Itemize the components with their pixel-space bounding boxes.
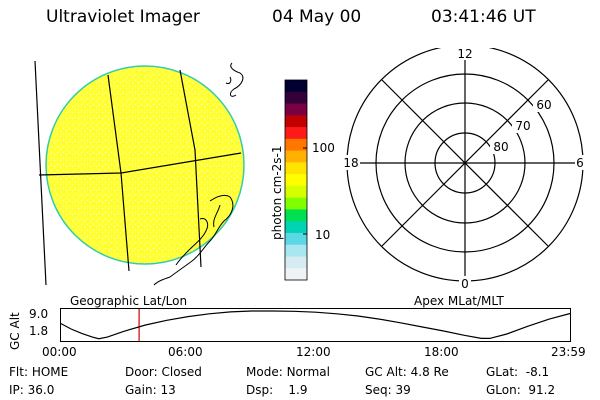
status-dsp-value: 1.9 bbox=[288, 383, 308, 397]
colorbar-swatch bbox=[285, 138, 307, 152]
geographic-image-panel bbox=[34, 60, 245, 286]
status-mode-value: Normal bbox=[286, 365, 330, 379]
status-seq-value: 39 bbox=[395, 383, 411, 397]
status-glon-key: GLon: bbox=[486, 383, 521, 397]
colorbar-swatch bbox=[285, 244, 307, 257]
earth-disc bbox=[45, 65, 245, 265]
status-glat: GLat: -8.1 bbox=[486, 365, 549, 379]
colorbar-swatch bbox=[285, 256, 307, 269]
altitude-xtick-2359: 23:59 bbox=[551, 345, 586, 359]
status-glat-value: -8.1 bbox=[525, 365, 550, 379]
altitude-xtick-0600: 06:00 bbox=[168, 345, 203, 359]
colorbar-frame bbox=[284, 79, 308, 281]
altitude-plot-frame bbox=[60, 308, 571, 342]
status-gc-alt-key: GC Alt: bbox=[365, 365, 407, 379]
status-door-key: Door: bbox=[125, 365, 158, 379]
geo-panel-label: Geographic Lat/Lon bbox=[70, 294, 188, 308]
polar-mlat-mlt-panel: 12 18 6 0 60 70 80 bbox=[342, 48, 585, 291]
status-ip-key: IP: bbox=[9, 383, 24, 397]
altitude-ytick-1-8: 1.8 bbox=[29, 324, 49, 338]
status-glon-value: 91.2 bbox=[528, 383, 556, 397]
colorbar-swatch bbox=[285, 268, 307, 281]
altitude-plot bbox=[60, 308, 571, 342]
colorbar-swatch bbox=[285, 103, 307, 116]
colorbar-swatch bbox=[285, 221, 307, 234]
status-dsp: Dsp: 1.9 bbox=[246, 383, 308, 397]
colorbar-unit-label: photon cm-2s-1 bbox=[270, 145, 284, 241]
colorbar bbox=[284, 79, 308, 281]
mlt-label-18: 18 bbox=[343, 156, 358, 170]
status-dsp-key: Dsp: bbox=[246, 383, 274, 397]
colorbar-swatch bbox=[285, 162, 307, 175]
colorbar-tick-label-100: 100 bbox=[312, 141, 335, 155]
colorbar-swatch bbox=[285, 150, 307, 163]
altitude-ytick-9: 9.0 bbox=[29, 307, 49, 321]
mlat-label-60: 60 bbox=[536, 98, 551, 112]
instrument-title: Ultraviolet Imager bbox=[46, 7, 200, 27]
status-door-value: Closed bbox=[161, 365, 202, 379]
colorbar-swatch bbox=[285, 115, 307, 128]
colorbar-tick-label-10: 10 bbox=[315, 228, 331, 242]
status-mode-key: Mode: bbox=[246, 365, 283, 379]
status-gain-key: Gain: bbox=[125, 383, 157, 397]
mlt-label-0: 0 bbox=[461, 277, 469, 291]
status-ip: IP: 36.0 bbox=[9, 383, 54, 397]
status-flt: Flt: HOME bbox=[9, 365, 68, 379]
status-gc-alt-value: 4.8 Re bbox=[410, 365, 449, 379]
colorbar-swatches bbox=[285, 80, 307, 281]
latlon-grid bbox=[34, 60, 242, 286]
colorbar-swatch bbox=[285, 197, 307, 210]
mlat-label-80: 80 bbox=[493, 140, 508, 154]
mlat-label-70: 70 bbox=[515, 119, 530, 133]
altitude-curve bbox=[60, 310, 571, 340]
altitude-ylabel: GC Alt bbox=[8, 312, 22, 350]
colorbar-swatch bbox=[285, 127, 307, 140]
status-gain: Gain: 13 bbox=[125, 383, 176, 397]
colorbar-swatch bbox=[285, 174, 307, 187]
image-time: 03:41:46 UT bbox=[431, 7, 536, 27]
image-date: 04 May 00 bbox=[272, 7, 362, 27]
status-door: Door: Closed bbox=[125, 365, 202, 379]
status-gain-value: 13 bbox=[160, 383, 176, 397]
colorbar-swatch bbox=[285, 209, 307, 222]
mlt-label-6: 6 bbox=[576, 156, 584, 170]
status-glat-key: GLat: bbox=[486, 365, 519, 379]
mlt-label-12: 12 bbox=[457, 48, 472, 61]
polar-panel-label: Apex MLat/MLT bbox=[414, 294, 504, 308]
colorbar-swatch bbox=[285, 80, 307, 93]
status-seq-key: Seq: bbox=[365, 383, 392, 397]
status-ip-value: 36.0 bbox=[27, 383, 55, 397]
status-flt-key: Flt: bbox=[9, 365, 28, 379]
status-seq: Seq: 39 bbox=[365, 383, 411, 397]
altitude-xtick-0000: 00:00 bbox=[42, 345, 77, 359]
status-glon: GLon: 91.2 bbox=[486, 383, 555, 397]
colorbar-swatch bbox=[285, 91, 307, 105]
altitude-xtick-1200: 12:00 bbox=[296, 345, 331, 359]
colorbar-swatch bbox=[285, 185, 307, 199]
altitude-xtick-1800: 18:00 bbox=[424, 345, 459, 359]
polar-diagonal-b bbox=[381, 79, 549, 247]
status-flt-value: HOME bbox=[31, 365, 69, 379]
colorbar-swatch bbox=[285, 232, 307, 246]
coastline bbox=[153, 62, 244, 286]
status-gc-alt: GC Alt: 4.8 Re bbox=[365, 365, 449, 379]
status-mode: Mode: Normal bbox=[246, 365, 330, 379]
